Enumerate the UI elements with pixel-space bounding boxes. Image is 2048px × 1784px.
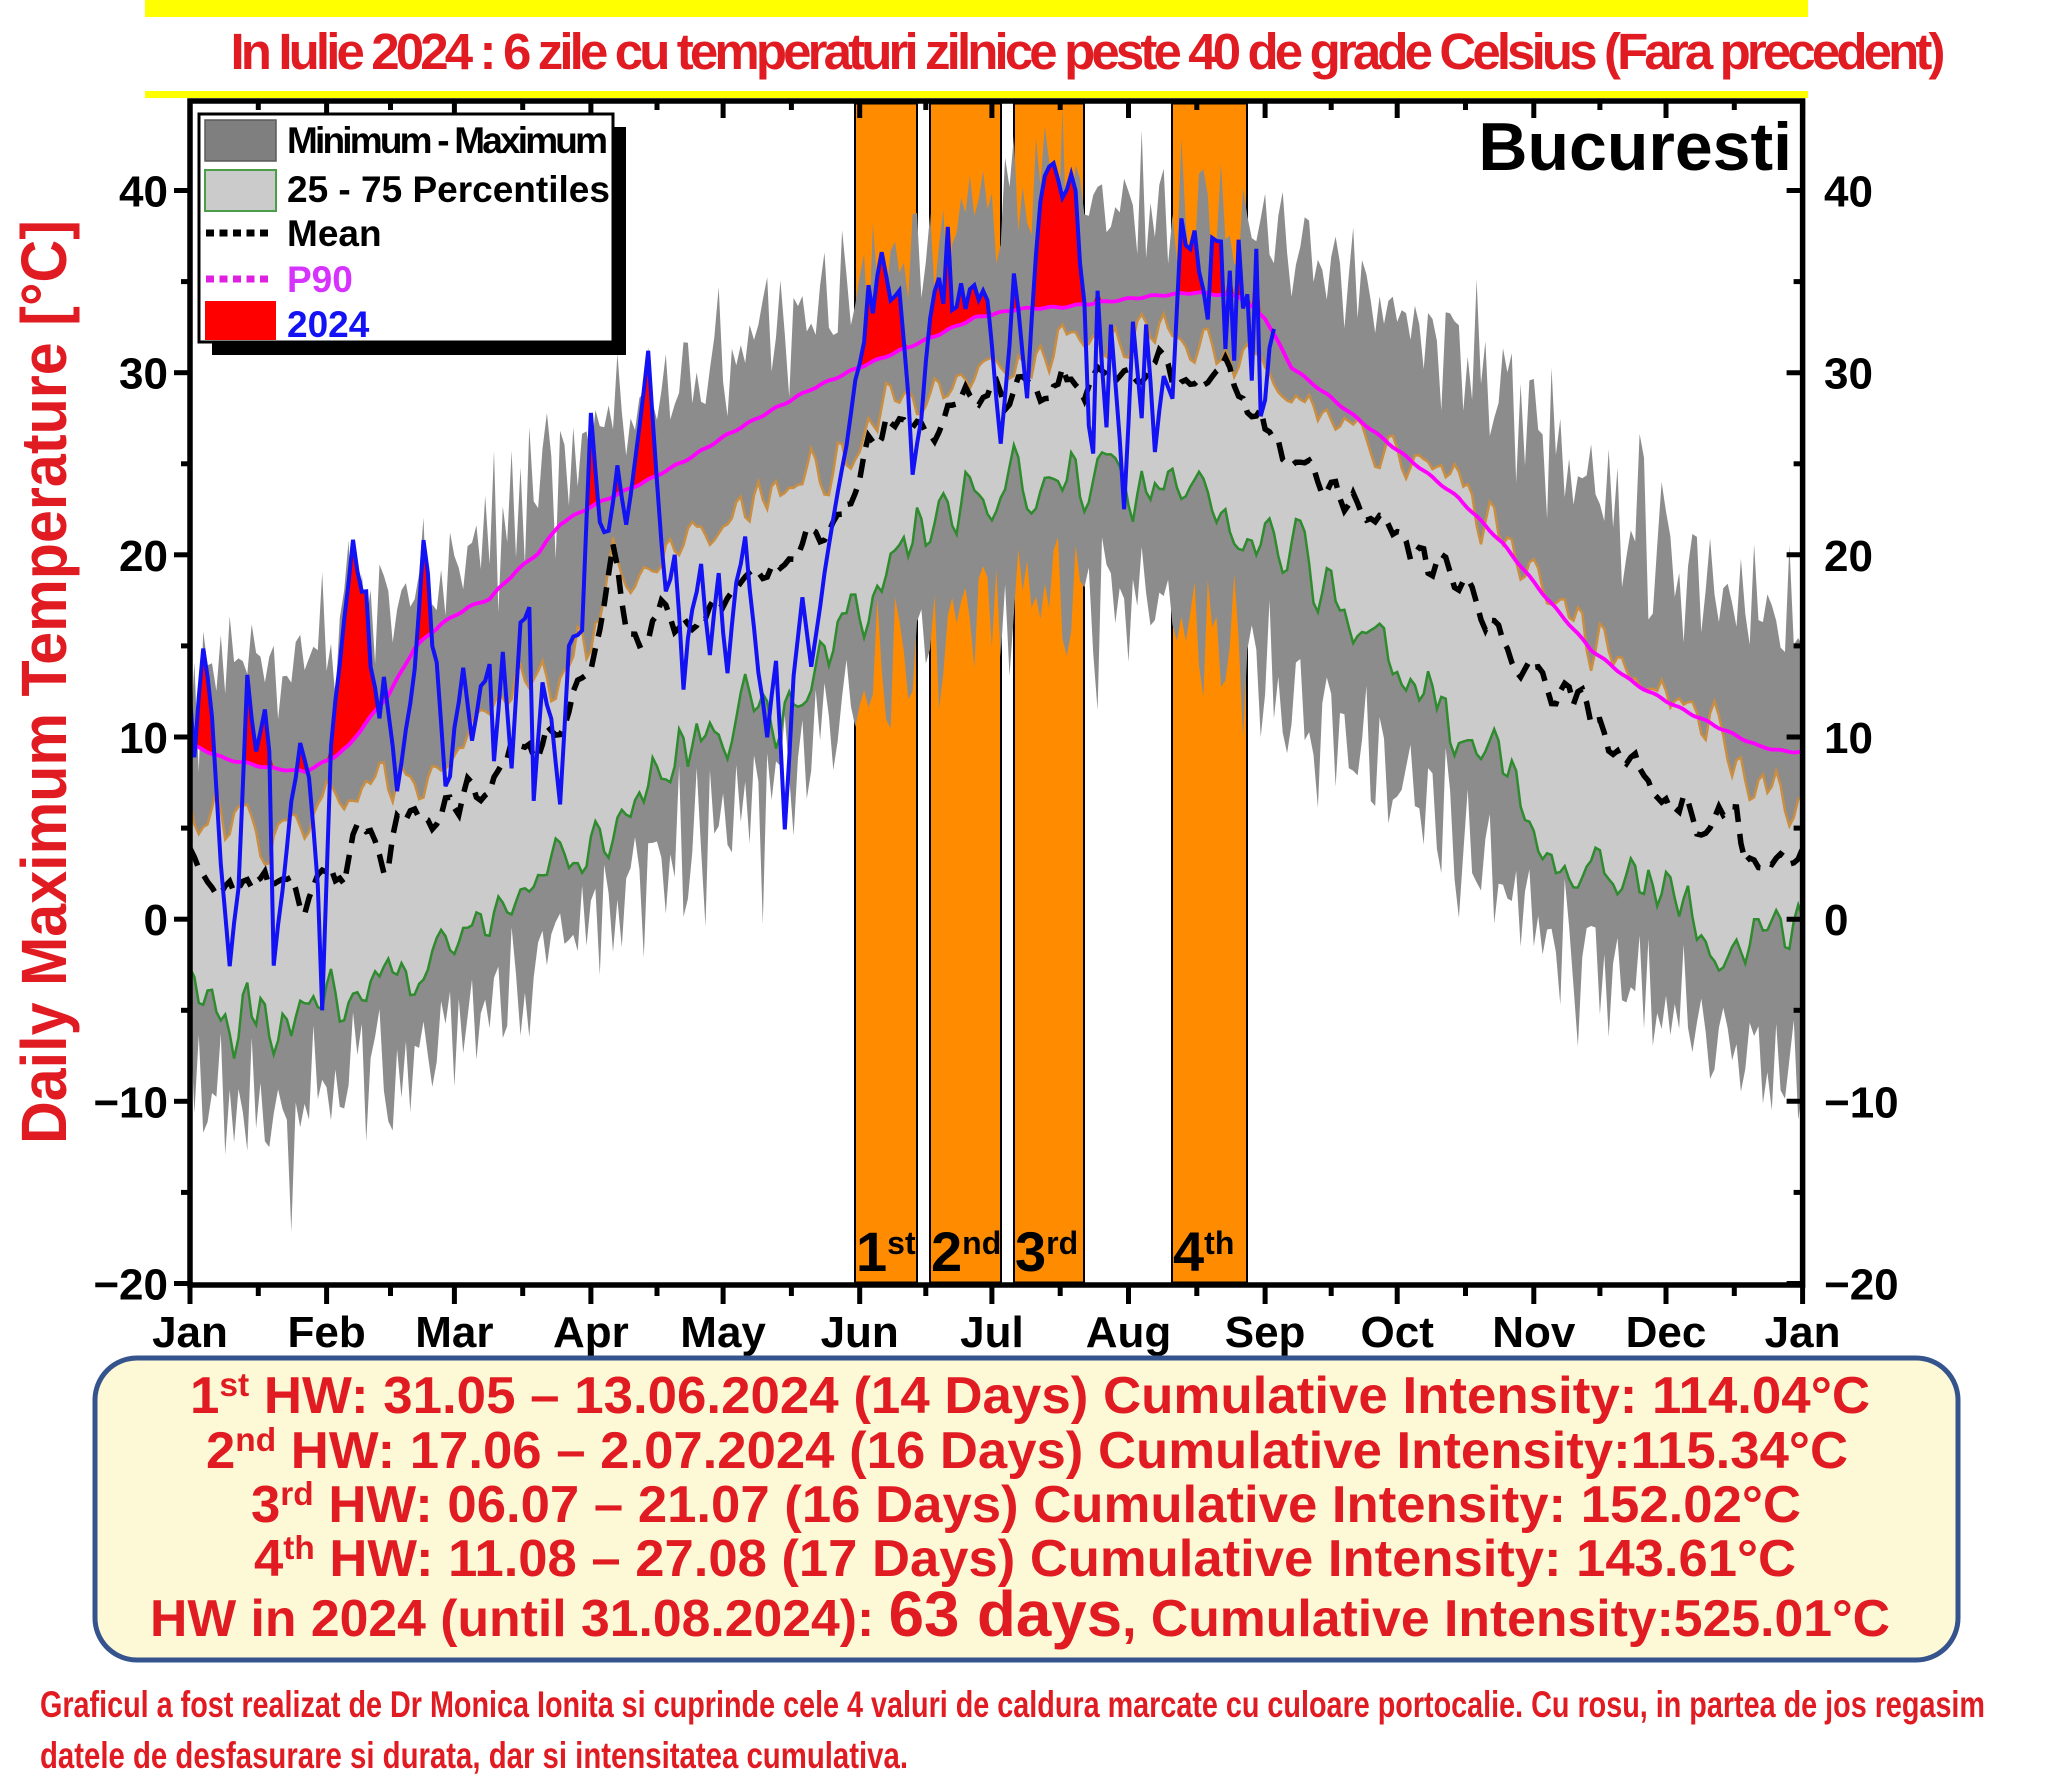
svg-text:Jul: Jul bbox=[960, 1308, 1024, 1357]
svg-text:Oct: Oct bbox=[1361, 1308, 1435, 1357]
svg-text:Nov: Nov bbox=[1492, 1308, 1576, 1357]
svg-text:30: 30 bbox=[1824, 350, 1873, 399]
svg-text:Graficul a fost realizat de Dr: Graficul a fost realizat de Dr Monica Io… bbox=[40, 1684, 1985, 1725]
svg-text:In Iulie 2024 : 6 zile cu temp: In Iulie 2024 : 6 zile cu temperaturi zi… bbox=[231, 23, 1946, 80]
svg-text:3rd HW: 06.07 – 21.07 (16 Days: 3rd HW: 06.07 – 21.07 (16 Days) Cumulati… bbox=[251, 1475, 1801, 1534]
svg-text:Mean: Mean bbox=[287, 213, 382, 254]
svg-text:May: May bbox=[680, 1308, 766, 1357]
svg-text:1st HW: 31.05 – 13.06.2024 (14: 1st HW: 31.05 – 13.06.2024 (14 Days) Cum… bbox=[190, 1366, 1870, 1425]
svg-text:Feb: Feb bbox=[287, 1308, 365, 1357]
svg-text:Daily Maximum Temperature [°C]: Daily Maximum Temperature [°C] bbox=[8, 220, 80, 1144]
svg-text:−10: −10 bbox=[93, 1078, 168, 1127]
svg-text:10: 10 bbox=[1824, 714, 1873, 763]
svg-text:2nd HW: 17.06 – 2.07.2024 (16: 2nd HW: 17.06 – 2.07.2024 (16 Days) Cumu… bbox=[206, 1421, 1848, 1480]
svg-text:Jan: Jan bbox=[1765, 1308, 1841, 1357]
svg-text:0: 0 bbox=[1824, 896, 1848, 945]
svg-text:Sep: Sep bbox=[1225, 1308, 1306, 1357]
svg-text:20: 20 bbox=[1824, 532, 1873, 581]
svg-text:datele de desfasurare si durat: datele de desfasurare si durata, dar si … bbox=[40, 1735, 908, 1776]
svg-text:25 - 75 Percentiles: 25 - 75 Percentiles bbox=[287, 169, 610, 210]
svg-text:Mar: Mar bbox=[415, 1308, 493, 1357]
svg-text:20: 20 bbox=[119, 532, 168, 581]
svg-text:Apr: Apr bbox=[553, 1308, 629, 1357]
svg-text:Jun: Jun bbox=[821, 1308, 899, 1357]
svg-text:HW in 2024 (until 31.08.2024):: HW in 2024 (until 31.08.2024): 63 days, … bbox=[150, 1578, 1890, 1650]
svg-text:4th HW: 11.08 – 27.08 (17 Days: 4th HW: 11.08 – 27.08 (17 Days) Cumulati… bbox=[254, 1529, 1796, 1588]
svg-text:−20: −20 bbox=[1824, 1261, 1899, 1310]
svg-text:Aug: Aug bbox=[1086, 1308, 1172, 1357]
svg-text:10: 10 bbox=[119, 714, 168, 763]
svg-text:2024: 2024 bbox=[287, 304, 370, 345]
svg-text:Dec: Dec bbox=[1626, 1308, 1707, 1357]
svg-text:0: 0 bbox=[144, 896, 168, 945]
svg-text:40: 40 bbox=[119, 168, 168, 217]
svg-text:Minimum - Maximum: Minimum - Maximum bbox=[287, 120, 608, 161]
svg-text:Jan: Jan bbox=[152, 1308, 228, 1357]
svg-text:P90: P90 bbox=[287, 259, 353, 300]
svg-text:Bucuresti: Bucuresti bbox=[1478, 109, 1792, 185]
svg-text:30: 30 bbox=[119, 350, 168, 399]
svg-text:40: 40 bbox=[1824, 168, 1873, 217]
svg-text:−10: −10 bbox=[1824, 1078, 1899, 1127]
svg-text:−20: −20 bbox=[93, 1261, 168, 1310]
